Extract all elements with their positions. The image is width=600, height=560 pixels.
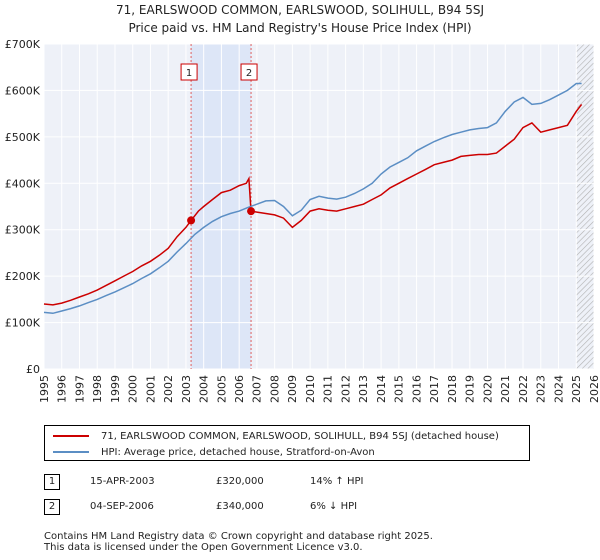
legend-item-hpi: HPI: Average price, detached house, Stra… xyxy=(53,444,375,460)
x-tick-label: 1999 xyxy=(109,375,122,403)
sale-badge: 1 xyxy=(44,474,60,490)
x-tick-label: 2009 xyxy=(286,375,299,403)
sale-label: 2 xyxy=(246,68,252,79)
x-tick-label: 1997 xyxy=(73,375,86,403)
x-tick-label: 2013 xyxy=(357,375,370,403)
price-chart: 71, EARLSWOOD COMMON, EARLSWOOD, SOLIHUL… xyxy=(5,3,600,403)
footer-copyright: Contains HM Land Registry data © Crown c… xyxy=(44,531,433,542)
y-tick-label: £600K xyxy=(5,84,41,97)
sale-price: £320,000 xyxy=(216,476,264,487)
forecast-hatch xyxy=(576,44,594,369)
chart-title: 71, EARLSWOOD COMMON, EARLSWOOD, SOLIHUL… xyxy=(116,3,484,17)
x-tick-label: 2024 xyxy=(552,375,565,403)
series-line-hpi xyxy=(43,82,582,315)
legend-swatch-hpi xyxy=(53,451,89,453)
sale-label-box xyxy=(240,63,258,81)
x-tick-label: 2004 xyxy=(198,375,211,403)
legend-swatch-property xyxy=(53,435,89,437)
x-tick-label: 2019 xyxy=(464,375,477,403)
x-tick-label: 2008 xyxy=(268,375,281,403)
x-tick-label: 2001 xyxy=(144,375,157,403)
plot-area xyxy=(44,44,594,369)
x-tick-label: 2012 xyxy=(339,375,352,403)
legend-item-property: 71, EARLSWOOD COMMON, EARLSWOOD, SOLIHUL… xyxy=(53,428,499,444)
sale-row: 1 15-APR-2003 £320,000 14% ↑ HPI xyxy=(44,474,564,499)
x-tick-label: 2015 xyxy=(393,375,406,403)
x-tick-label: 2025 xyxy=(570,375,583,403)
sale-label: 1 xyxy=(186,68,192,79)
legend-label-property: 71, EARLSWOOD COMMON, EARLSWOOD, SOLIHUL… xyxy=(101,430,499,442)
sale-label-box xyxy=(180,63,198,81)
y-tick-label: £300K xyxy=(5,224,41,237)
sale-hpi-change: 14% ↑ HPI xyxy=(310,476,364,487)
sale-hpi-change: 6% ↓ HPI xyxy=(310,501,358,512)
chart-legend: 71, EARLSWOOD COMMON, EARLSWOOD, SOLIHUL… xyxy=(44,425,530,461)
footer-attribution: Contains HM Land Registry data © Crown c… xyxy=(44,531,433,553)
y-tick-label: £0 xyxy=(26,363,40,376)
sale-price: £340,000 xyxy=(216,501,264,512)
x-tick-label: 2018 xyxy=(446,375,459,403)
x-tick-label: 2017 xyxy=(428,375,441,403)
x-tick-label: 1995 xyxy=(38,375,51,403)
series-line-property xyxy=(43,103,583,306)
x-tick-label: 2021 xyxy=(499,375,512,403)
x-tick-label: 2016 xyxy=(410,375,423,403)
y-tick-label: £100K xyxy=(5,317,41,330)
x-tick-label: 2006 xyxy=(233,375,246,403)
sale-row: 2 04-SEP-2006 £340,000 6% ↓ HPI xyxy=(44,499,564,524)
x-tick-label: 2010 xyxy=(304,375,317,403)
x-tick-label: 2022 xyxy=(517,375,530,403)
chart-subtitle: Price paid vs. HM Land Registry's House … xyxy=(128,21,471,35)
sale-point xyxy=(247,207,256,216)
y-tick-label: £400K xyxy=(5,177,41,190)
x-tick-label: 2026 xyxy=(588,375,600,403)
sale-badge: 2 xyxy=(44,499,60,515)
sale-point xyxy=(187,216,196,225)
x-tick-label: 2023 xyxy=(535,375,548,403)
x-tick-label: 2007 xyxy=(251,375,264,403)
y-tick-label: £700K xyxy=(5,38,41,51)
y-tick-label: £200K xyxy=(5,270,41,283)
sale-date: 04-SEP-2006 xyxy=(90,501,154,512)
footer-licence: This data is licensed under the Open Gov… xyxy=(44,542,363,553)
x-tick-label: 2005 xyxy=(215,375,228,403)
x-tick-label: 2003 xyxy=(180,375,193,403)
y-tick-label: £500K xyxy=(5,131,41,144)
x-tick-label: 2011 xyxy=(322,375,335,403)
x-tick-label: 2014 xyxy=(375,375,388,403)
x-tick-label: 2000 xyxy=(127,375,140,403)
x-tick-label: 2020 xyxy=(481,375,494,403)
x-tick-label: 2002 xyxy=(162,375,175,403)
x-tick-label: 1998 xyxy=(91,375,104,403)
sale-date: 15-APR-2003 xyxy=(90,476,155,487)
x-tick-label: 1996 xyxy=(56,375,69,403)
legend-label-hpi: HPI: Average price, detached house, Stra… xyxy=(101,446,375,458)
sales-table: 1 15-APR-2003 £320,000 14% ↑ HPI 2 04-SE… xyxy=(44,474,564,524)
